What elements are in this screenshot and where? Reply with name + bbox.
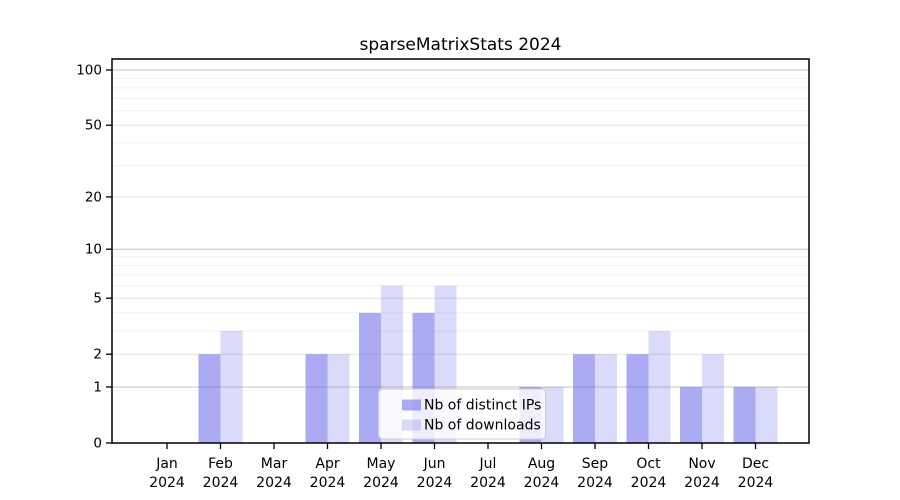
bar-downloads-dec — [755, 386, 778, 443]
x-tick-label-month: Jun — [423, 456, 446, 472]
bar-distinct-ips-apr — [305, 354, 328, 443]
x-tick-label-year: 2024 — [149, 475, 185, 491]
legend-label: Nb of distinct IPs — [424, 398, 541, 414]
legend-swatch-downloads — [402, 419, 421, 431]
y-tick-label: 1 — [93, 379, 102, 395]
x-tick-label-month: Mar — [261, 456, 288, 472]
x-tick-label-year: 2024 — [524, 475, 560, 491]
bar-distinct-ips-may — [359, 312, 381, 443]
plot-border — [111, 58, 810, 444]
bar-distinct-ips-sep — [573, 354, 595, 443]
x-tick-label-month: Oct — [636, 456, 661, 472]
y-tick-label: 5 — [93, 291, 102, 307]
bar-downloads-oct — [648, 330, 671, 443]
x-tick-label-month: May — [367, 456, 396, 472]
x-tick-label-month: Nov — [688, 456, 715, 472]
x-tick-label-month: Aug — [528, 456, 555, 472]
x-tick-label-year: 2024 — [684, 475, 720, 491]
y-tick-label: 2 — [93, 347, 102, 363]
x-tick-label-year: 2024 — [470, 475, 506, 491]
bar-distinct-ips-dec — [733, 386, 756, 443]
x-tick-label-year: 2024 — [203, 475, 239, 491]
x-tick-label-year: 2024 — [417, 475, 453, 491]
bar-downloads-apr — [327, 354, 350, 443]
x-tick-label-month: Feb — [208, 456, 233, 472]
x-tick-label-month: Apr — [315, 456, 339, 472]
legend-label: Nb of downloads — [424, 418, 541, 434]
x-tick-label-year: 2024 — [577, 475, 613, 491]
y-tick-label: 50 — [85, 118, 102, 134]
x-tick-label-month: Sep — [582, 456, 609, 472]
x-tick-label-year: 2024 — [738, 475, 774, 491]
chart-title: sparseMatrixStats 2024 — [360, 35, 562, 55]
bar-distinct-ips-oct — [626, 354, 649, 443]
x-tick-label-month: Jan — [155, 456, 178, 472]
y-tick-label: 10 — [85, 242, 102, 258]
x-tick-label-year: 2024 — [363, 475, 399, 491]
y-tick-label: 100 — [76, 62, 102, 78]
x-tick-label-year: 2024 — [256, 475, 292, 491]
bar-downloads-nov — [702, 354, 724, 443]
y-tick-label: 20 — [85, 189, 102, 205]
x-tick-label-year: 2024 — [631, 475, 667, 491]
x-tick-label-year: 2024 — [310, 475, 346, 491]
bar-downloads-aug — [541, 386, 564, 443]
bar-distinct-ips-feb — [198, 354, 221, 443]
bar-distinct-ips-nov — [680, 386, 702, 443]
x-tick-label-month: Dec — [742, 456, 769, 472]
bar-downloads-sep — [595, 354, 617, 443]
legend-swatch-distinct-ips — [402, 399, 421, 411]
x-tick-label-month: Jul — [479, 456, 497, 472]
bar-downloads-feb — [220, 330, 243, 443]
y-tick-label: 0 — [93, 435, 102, 451]
